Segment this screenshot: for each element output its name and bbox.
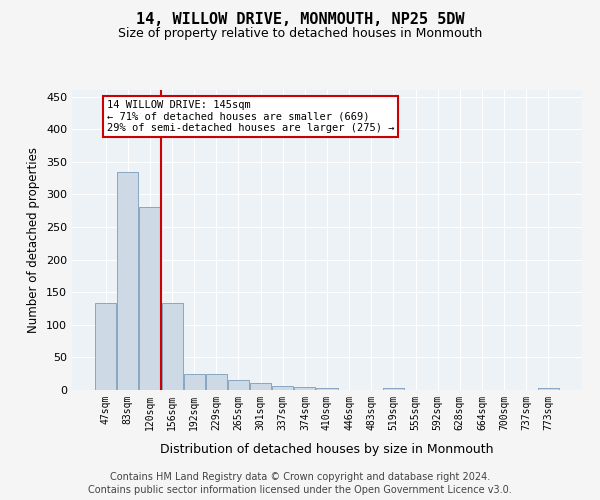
- Bar: [206, 374, 227, 390]
- Text: 14 WILLOW DRIVE: 145sqm
← 71% of detached houses are smaller (669)
29% of semi-d: 14 WILLOW DRIVE: 145sqm ← 71% of detache…: [107, 100, 394, 133]
- Bar: [118, 172, 139, 390]
- Bar: [161, 304, 182, 390]
- Bar: [295, 386, 316, 390]
- Text: Size of property relative to detached houses in Monmouth: Size of property relative to detached ho…: [118, 28, 482, 40]
- Text: 14, WILLOW DRIVE, MONMOUTH, NP25 5DW: 14, WILLOW DRIVE, MONMOUTH, NP25 5DW: [136, 12, 464, 28]
- Bar: [139, 208, 160, 390]
- Bar: [316, 388, 338, 390]
- Bar: [272, 386, 293, 390]
- Y-axis label: Number of detached properties: Number of detached properties: [28, 147, 40, 333]
- Text: Contains HM Land Registry data © Crown copyright and database right 2024.: Contains HM Land Registry data © Crown c…: [110, 472, 490, 482]
- Bar: [184, 374, 205, 390]
- Bar: [383, 388, 404, 390]
- Bar: [95, 304, 116, 390]
- Bar: [228, 380, 249, 390]
- Bar: [250, 384, 271, 390]
- Text: Distribution of detached houses by size in Monmouth: Distribution of detached houses by size …: [160, 442, 494, 456]
- Text: Contains public sector information licensed under the Open Government Licence v3: Contains public sector information licen…: [88, 485, 512, 495]
- Bar: [538, 388, 559, 390]
